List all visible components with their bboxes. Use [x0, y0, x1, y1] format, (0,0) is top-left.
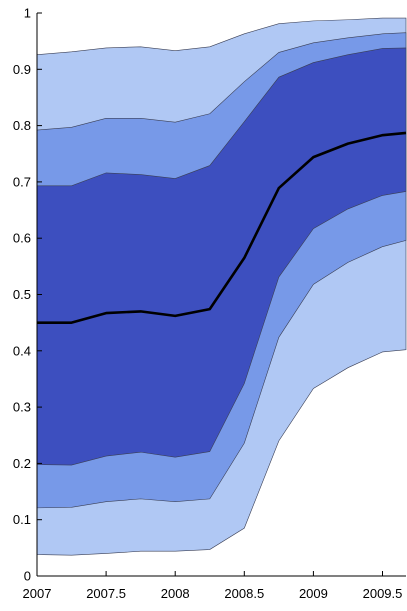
y-tick-label: 0.7	[13, 174, 31, 189]
x-tick-label: 2007.5	[86, 586, 126, 601]
y-tick-label: 0.4	[13, 343, 31, 358]
y-tick-label: 0.8	[13, 118, 31, 133]
axes: 0 0.1 0.2 0.3 0.4 0.5 0.6 0.7 0.8 0.9 1 2007 2007.5 2…	[13, 6, 406, 601]
confidence-bands	[36, 17, 407, 556]
median-series	[37, 131, 407, 324]
y-tick-label: 0.2	[13, 456, 31, 471]
band-2	[36, 47, 407, 466]
y-tick-label: 0	[24, 569, 31, 584]
x-tick-label: 2007	[23, 586, 52, 601]
y-tick-label: 0.5	[13, 287, 31, 302]
x-tick-label: 2008	[161, 586, 190, 601]
x-tick-label: 2008.5	[224, 586, 264, 601]
y-tick-label: 0.3	[13, 400, 31, 415]
series-line-0	[37, 131, 407, 324]
x-tick-label: 2009.5	[363, 586, 403, 601]
x-tick-label: 2009	[299, 586, 328, 601]
y-tick-label: 0.1	[13, 512, 31, 527]
y-tick-label: 0.6	[13, 231, 31, 246]
y-tick-label: 0.9	[13, 62, 31, 77]
y-tick-label: 1	[24, 6, 31, 21]
